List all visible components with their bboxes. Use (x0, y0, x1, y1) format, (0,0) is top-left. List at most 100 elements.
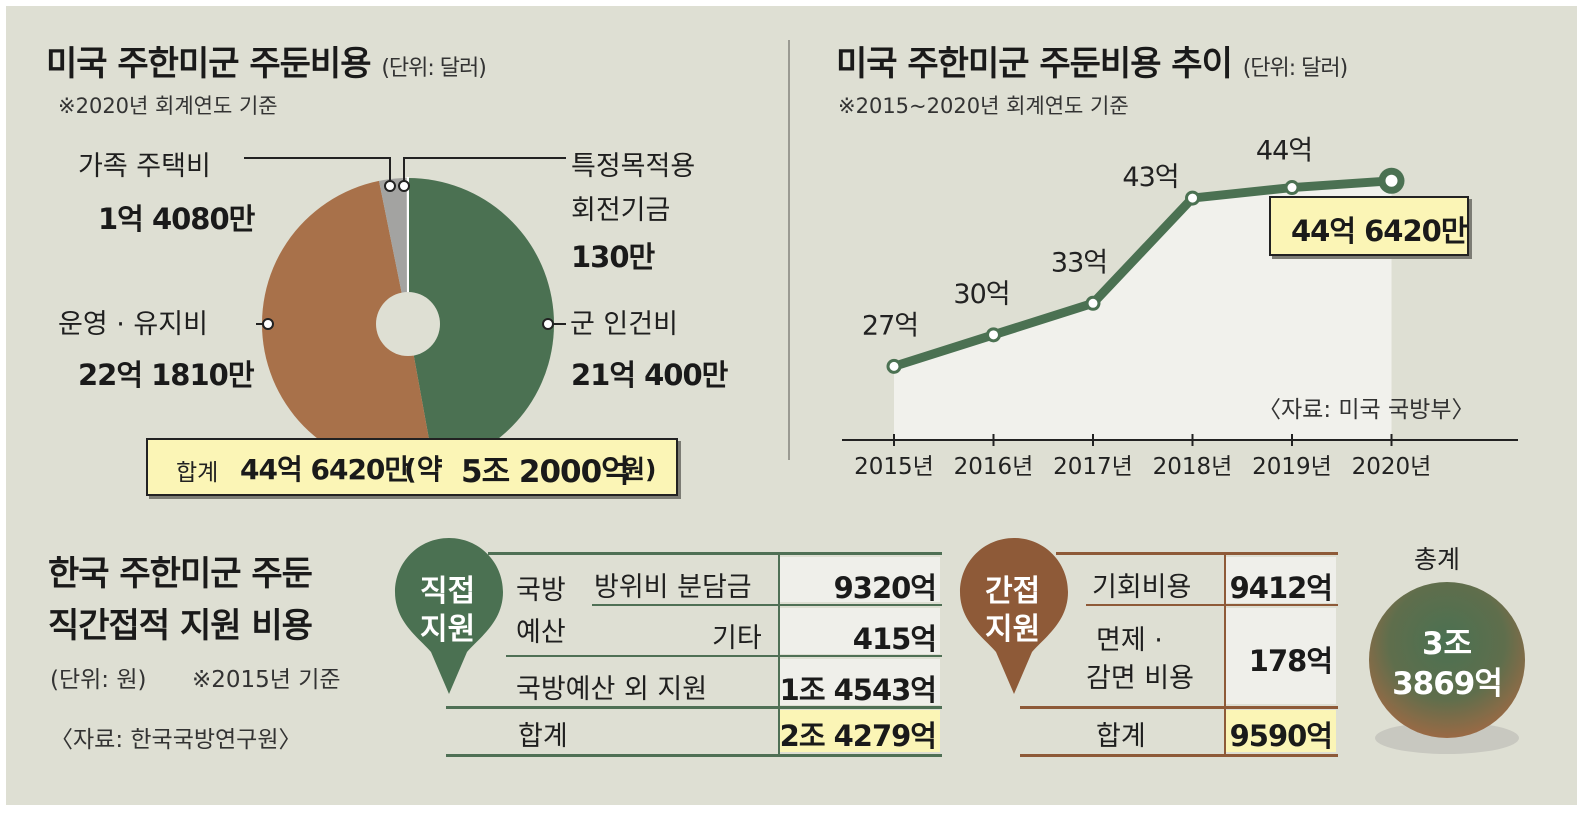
pie-leader-fund (403, 157, 566, 184)
direct-row1-value-bg (780, 557, 940, 602)
direct-row2-label: 기타 (712, 623, 762, 654)
direct-badge-line2: 지원 (420, 612, 476, 647)
direct-group-line1: 국방 (516, 575, 566, 606)
indirect-row2-label-line2: 감면 비용 (1086, 663, 1194, 694)
pie-total-won-suffix: 원) (622, 455, 657, 484)
direct-line-bottom (446, 754, 942, 757)
direct-badge-line1: 직접 (420, 574, 476, 609)
pie-title-text: 미국 주한미군 주둔비용 (46, 44, 371, 84)
line-point-2018 (1185, 190, 1200, 206)
line-note: ※2015~2020년 회계연도 기준 (838, 94, 1129, 118)
pie-label-personnel: 군 인건비 (570, 309, 678, 340)
line-title-text: 미국 주한미군 주둔비용 추이 (836, 44, 1233, 84)
line-x-label-2019: 2019년 (1252, 454, 1332, 480)
line-x-label-2017: 2017년 (1053, 454, 1133, 480)
pie-value-personnel: 21억 400만 (571, 358, 728, 392)
line-x-label-2018: 2018년 (1153, 454, 1233, 480)
indirect-line-2 (1020, 706, 1338, 709)
indirect-pin (960, 538, 1068, 694)
grand-total-label: 총계 (1414, 545, 1461, 574)
line-point-label-2016: 30억 (953, 279, 1009, 310)
pie-label-fund-line1: 특정목적용 (571, 151, 696, 182)
pie-chart (244, 157, 566, 471)
grand-total-disc (1369, 582, 1525, 738)
direct-total-label: 합계 (518, 721, 568, 752)
direct-total-value: 2조 4279억 (779, 719, 937, 753)
pie-total-main: 44억 6420만 (240, 453, 410, 486)
support-note: ※2015년 기준 (192, 667, 341, 693)
pie-dot-operation (262, 318, 274, 330)
line-title: 미국 주한미군 주둔비용 추이 (단위: 달러) (836, 36, 1348, 85)
pie-value-operation: 22억 1810만 (78, 358, 255, 392)
grand-total-circle (1369, 582, 1525, 754)
direct-row3-label: 국방예산 외 지원 (516, 674, 708, 705)
direct-line-3 (446, 706, 942, 709)
indirect-row2-label-line1: 면제 · (1096, 625, 1163, 656)
pie-dot-fund (398, 180, 410, 192)
direct-line-top (488, 552, 942, 555)
indirect-badge-line2: 지원 (985, 612, 1041, 647)
section-divider (788, 40, 790, 460)
grand-total-line1: 3조 (1421, 626, 1473, 662)
direct-pin (395, 538, 503, 694)
support-title-line2: 직간접적 지원 비용 (48, 606, 313, 646)
pie-total-paren: (약 (404, 453, 443, 486)
pie-slice-housing (378, 178, 408, 324)
indirect-total-value: 9590억 (1229, 719, 1333, 753)
indirect-row2-value-bg (1226, 608, 1336, 704)
line-point-2016 (986, 327, 1001, 343)
indirect-col-divider (1224, 555, 1226, 754)
pie-note: ※2020년 회계연도 기준 (58, 94, 278, 118)
indirect-total-label: 합계 (1096, 721, 1146, 752)
line-point-2019 (1284, 180, 1300, 196)
indirect-total-value-bg (1226, 710, 1336, 752)
indirect-row1-label: 기회비용 (1092, 572, 1192, 603)
indirect-line-top (1056, 552, 1338, 555)
pie-total-box: 합계 44억 6420만 (약 5조 2000억 원) (146, 438, 678, 496)
line-chart: 2015년 2016년 2017년 2018년 2019년 2020년 27억 30억 33억 4… (842, 136, 1518, 480)
direct-group-line2: 예산 (516, 617, 566, 648)
line-point-label-2018: 43억 (1122, 162, 1178, 193)
pie-total-label: 합계 (176, 460, 219, 486)
pie-unit: (단위: 달러) (381, 56, 487, 81)
line-latest-box: 44억 6420만 (1269, 196, 1469, 256)
line-x-label-2015: 2015년 (854, 454, 934, 480)
direct-row3-value: 1조 4543억 (779, 673, 937, 707)
line-latest-value: 44억 6420만 (1291, 214, 1468, 248)
indirect-line-1 (1086, 604, 1338, 606)
line-series (889, 176, 1396, 371)
direct-row2-value: 415억 (852, 622, 937, 656)
line-source: 〈자료: 미국 국방부〉 (1258, 397, 1475, 423)
direct-line-1 (592, 604, 942, 606)
pie-leader-housing (244, 157, 391, 184)
direct-total-value-bg (780, 710, 940, 752)
direct-row1-label: 방위비 분담금 (594, 572, 752, 603)
line-point-2015 (886, 358, 902, 374)
direct-col-divider (778, 555, 780, 754)
direct-row3-value-bg (780, 659, 940, 705)
direct-row2-value-bg (780, 608, 940, 654)
line-x-label-2016: 2016년 (954, 454, 1034, 480)
indirect-row2-value: 178억 (1248, 644, 1333, 678)
line-point-label-2017: 33억 (1051, 247, 1107, 278)
direct-row1-value: 9320억 (833, 571, 937, 605)
pie-center-hole (376, 292, 440, 356)
direct-line-2 (506, 655, 942, 657)
indirect-row1-value-bg (1226, 557, 1336, 603)
support-source: 〈자료: 한국국방연구원〉 (50, 727, 302, 753)
pie-label-operation: 운영 · 유지비 (58, 309, 208, 340)
pie-value-fund: 130만 (571, 240, 655, 274)
pie-dot-housing (384, 180, 396, 192)
indirect-badge-line1: 간접 (985, 574, 1041, 609)
indirect-line-bottom (1020, 754, 1338, 757)
pie-value-housing: 1억 4080만 (98, 202, 255, 236)
line-area (894, 180, 1392, 440)
line-point-label-2019: 44억 (1256, 136, 1312, 167)
support-unit: (단위: 원) (50, 667, 147, 693)
pie-slice-operation (261, 180, 435, 471)
line-point-2017 (1085, 295, 1101, 311)
line-x-label-2020: 2020년 (1352, 454, 1432, 480)
direct-pin-shape (395, 538, 503, 694)
pie-total-won: 5조 2000억 (461, 454, 630, 490)
